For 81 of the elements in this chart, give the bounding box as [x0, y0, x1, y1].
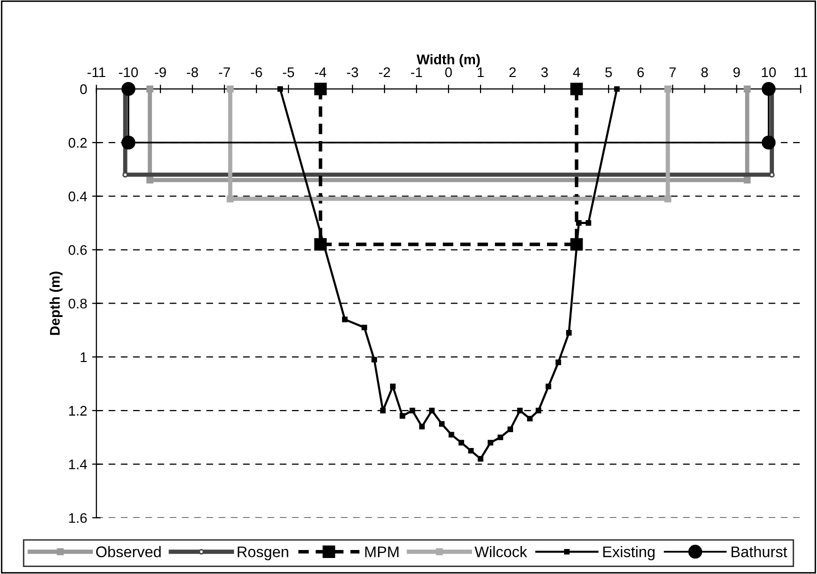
x-tick-label: -10	[119, 67, 138, 78]
point	[546, 384, 552, 390]
point	[380, 408, 386, 414]
x-tick-label: -11	[88, 68, 106, 78]
x-axis-title: Width (m)	[416, 54, 480, 68]
legend-label: MPM	[365, 546, 398, 558]
point	[371, 356, 378, 362]
point	[429, 408, 435, 414]
y-tick-label: 1.4	[69, 460, 87, 470]
point	[586, 220, 592, 226]
legend-label: Wilcock	[474, 546, 528, 558]
x-tick-label: 3	[541, 67, 548, 78]
point	[458, 440, 464, 446]
point	[277, 86, 283, 92]
y-tick-label: 0.4	[68, 192, 87, 202]
x-tick-label: -7	[218, 68, 230, 78]
point	[488, 440, 494, 446]
x-tick-label: 7	[669, 68, 676, 78]
point	[314, 82, 327, 96]
x-tick-label: -3	[346, 67, 358, 78]
x-tick-label: 4	[573, 68, 580, 78]
point	[448, 432, 454, 438]
point	[570, 82, 583, 96]
x-tick-label: -8	[186, 67, 198, 78]
point	[744, 85, 751, 92]
point	[664, 195, 672, 202]
point	[527, 416, 533, 422]
legend-label: Rosgen	[238, 546, 288, 560]
point	[566, 330, 572, 336]
point	[556, 360, 562, 366]
point	[121, 82, 136, 96]
x-tick-label: -4	[314, 68, 326, 78]
legend-label: Bathurst	[732, 546, 788, 558]
y-tick-label: 0	[80, 84, 87, 94]
x-tick-label: 2	[509, 67, 516, 78]
y-tick-label: 1	[80, 352, 87, 362]
y-tick-label: 1.2	[69, 406, 87, 416]
x-tick-label: -1	[410, 68, 422, 78]
x-tick-label: 10	[762, 67, 776, 78]
point	[508, 426, 514, 432]
x-tick-label: -6	[250, 67, 262, 78]
point	[468, 448, 474, 454]
x-tick-label: 5	[605, 68, 612, 78]
x-tick-label: 8	[701, 67, 708, 78]
x-tick-label: 11	[794, 68, 808, 78]
x-tick-label: -9	[154, 67, 166, 78]
legend-label: Observed	[96, 546, 161, 558]
point	[121, 136, 136, 150]
x-tick-label: 9	[733, 67, 740, 78]
point	[146, 176, 154, 184]
y-tick-label: 1.6	[69, 513, 87, 523]
point	[410, 408, 416, 414]
point	[439, 421, 445, 427]
y-axis-title: Depth (m)	[50, 272, 63, 335]
x-tick-label: 6	[637, 67, 644, 78]
legend-label: Existing	[603, 546, 655, 560]
x-tick-label: 0	[445, 67, 452, 78]
point	[146, 85, 154, 92]
y-tick-label: 0.6	[68, 245, 87, 255]
point	[400, 413, 406, 419]
point	[536, 408, 542, 414]
point	[342, 316, 348, 322]
point	[478, 456, 484, 462]
x-tick-label: -2	[378, 67, 390, 78]
point	[762, 136, 776, 150]
point	[226, 85, 234, 92]
point	[498, 434, 504, 440]
point	[362, 324, 368, 330]
point	[576, 220, 582, 226]
point	[226, 195, 234, 202]
point	[390, 384, 396, 390]
point	[517, 408, 523, 414]
point	[664, 85, 672, 92]
x-tick-label: -5	[282, 68, 294, 78]
y-tick-label: 0.2	[68, 138, 87, 148]
point	[419, 424, 425, 430]
y-tick-label: 0.8	[68, 298, 87, 309]
point	[614, 86, 620, 92]
point	[762, 82, 776, 96]
point	[744, 176, 751, 184]
x-tick-label: 1	[478, 68, 484, 78]
